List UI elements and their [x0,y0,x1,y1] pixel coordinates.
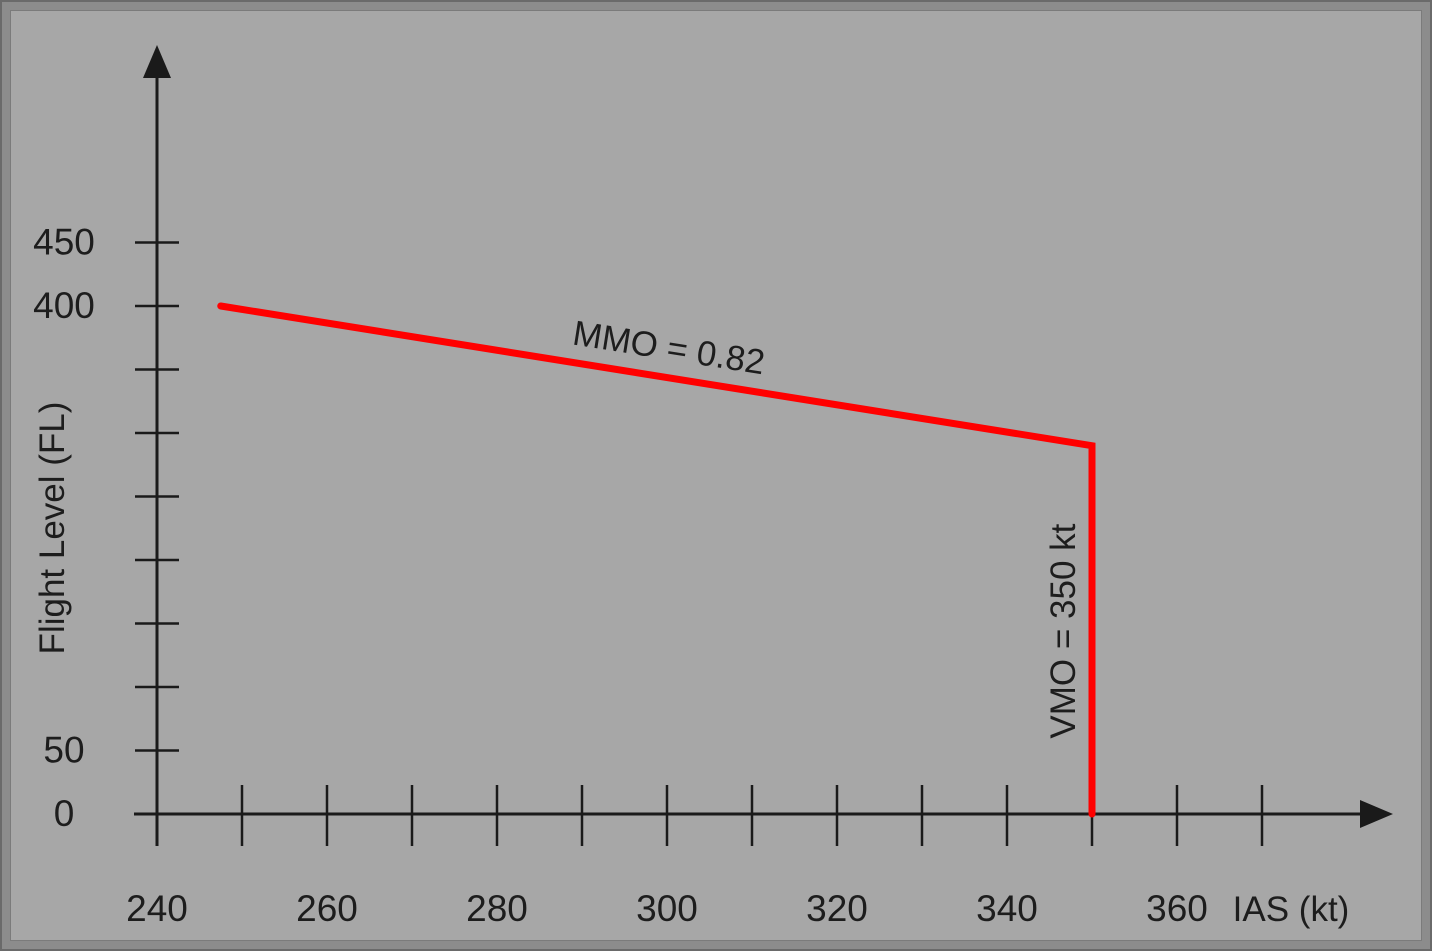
x-axis-arrow-icon [1360,800,1393,828]
x-tick-label: 260 [296,888,358,929]
x-tick-labels: 240 260 280 300 320 340 360 [126,888,1208,929]
y-axis-title: Flight Level (FL) [33,402,72,655]
chart-canvas: 240 260 280 300 320 340 360 0 50 400 450 IAS (kt)… [10,10,1422,941]
fl-vs-ias-chart: 240 260 280 300 320 340 360 0 50 400 450 IAS (kt)… [33,45,1393,929]
y-tick-label: 450 [33,222,95,263]
y-tick-label: 400 [33,285,95,326]
mmo-annotation: MMO = 0.82 [570,314,767,383]
y-tick-label: 50 [43,730,84,771]
x-axis-title: IAS (kt) [1233,890,1350,929]
x-tick-label: 360 [1146,888,1208,929]
x-tick-label: 300 [636,888,698,929]
axes [134,45,1393,846]
x-tick-label: 320 [806,888,868,929]
speed-limit-line-series [217,302,1096,818]
y-axis-arrow-icon [143,45,171,78]
x-tick-label: 240 [126,888,188,929]
x-ticks [155,785,1264,846]
vmo-annotation: VMO = 350 kt [1044,523,1083,738]
y-tick-label: 0 [54,793,75,834]
x-tick-label: 340 [976,888,1038,929]
y-ticks [135,241,179,816]
y-tick-labels: 0 50 400 450 [33,222,95,835]
x-tick-label: 280 [466,888,528,929]
